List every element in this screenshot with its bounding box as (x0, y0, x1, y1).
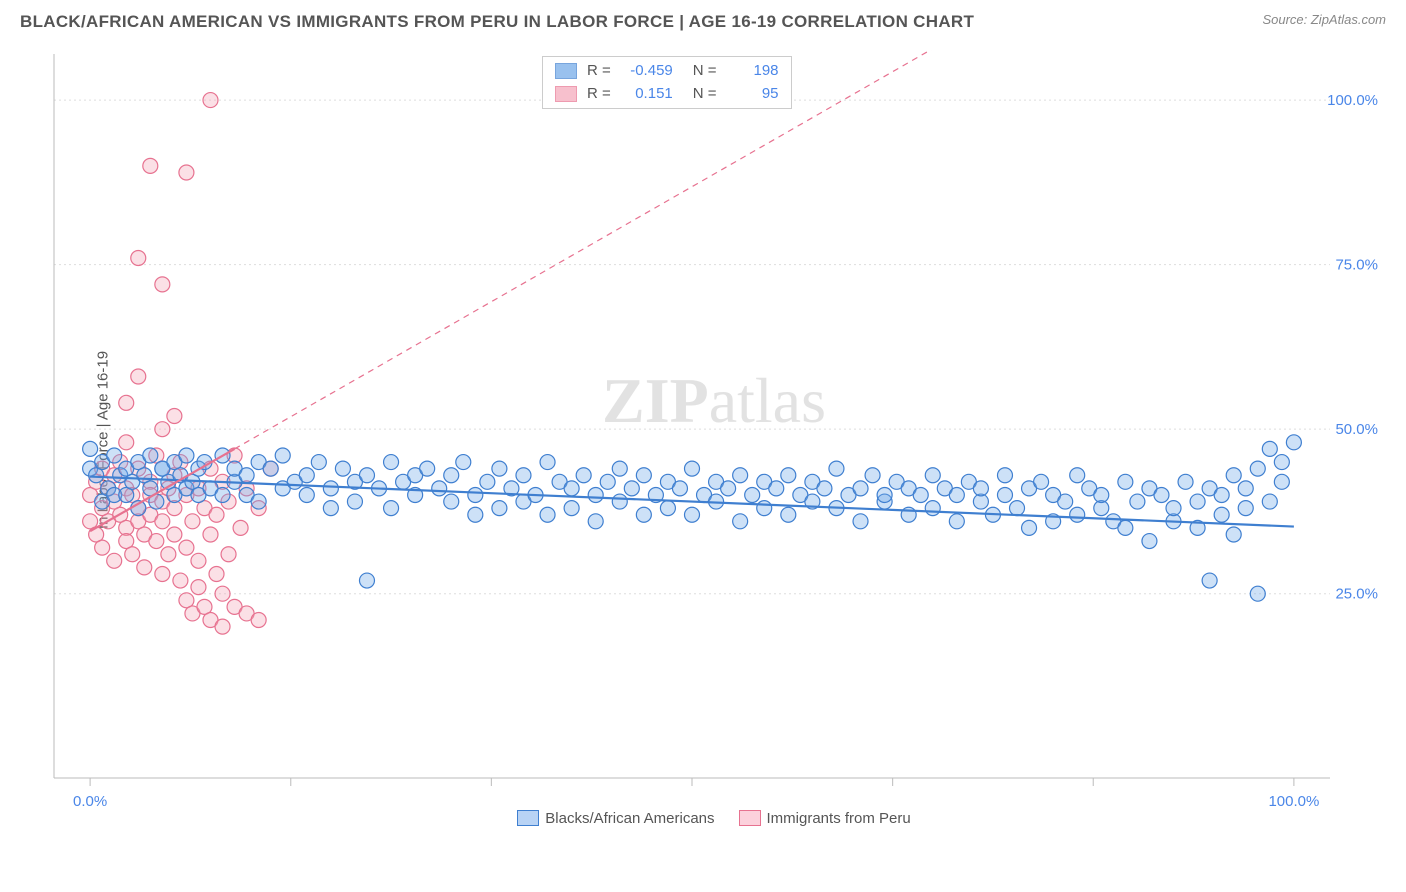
svg-text:25.0%: 25.0% (1335, 586, 1378, 603)
legend-swatch (555, 86, 577, 102)
bottom-legend-item: Blacks/African Americans (517, 810, 714, 827)
stats-legend-row: R =-0.459N =198 (555, 60, 779, 83)
legend-swatch (739, 810, 761, 826)
scatter-plot-svg: 25.0% 50.0% 75.0% 100.0% 0.0% 100.0% (44, 50, 1384, 830)
legend-swatch (555, 63, 577, 79)
svg-text:75.0%: 75.0% (1335, 257, 1378, 274)
bottom-legend: Blacks/African Americans Immigrants from … (44, 810, 1384, 827)
svg-text:0.0%: 0.0% (73, 793, 107, 810)
svg-text:50.0%: 50.0% (1335, 421, 1378, 438)
stats-legend-row: R =0.151N =95 (555, 83, 779, 106)
stats-legend: R =-0.459N =198R =0.151N =95 (542, 56, 792, 109)
bottom-legend-item: Immigrants from Peru (739, 810, 911, 827)
plot-area: In Labor Force | Age 16-19 25.0%50.0%75.… (44, 50, 1384, 830)
svg-text:100.0%: 100.0% (1268, 793, 1319, 810)
chart-title: BLACK/AFRICAN AMERICAN VS IMMIGRANTS FRO… (20, 12, 974, 32)
svg-text:100.0%: 100.0% (1327, 92, 1378, 109)
legend-swatch (517, 810, 539, 826)
source-label: Source: ZipAtlas.com (1262, 12, 1386, 27)
